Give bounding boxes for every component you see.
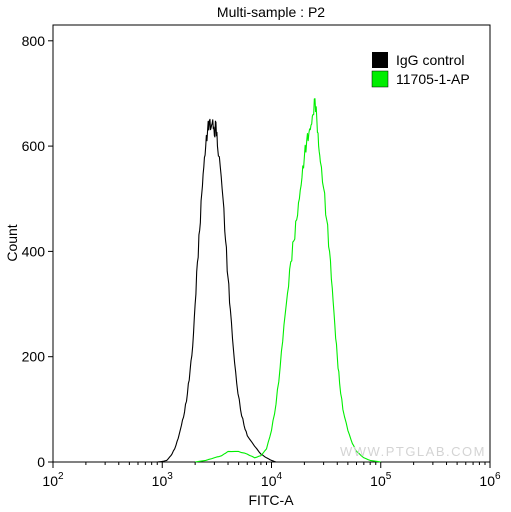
legend-label-igg-control: IgG control bbox=[396, 52, 464, 68]
series-line-11705-1-ap bbox=[195, 98, 381, 463]
y-axis-title: Count bbox=[4, 224, 20, 261]
x-tick-label: 105 bbox=[370, 471, 392, 489]
y-tick-label: 800 bbox=[22, 33, 46, 49]
plot-frame bbox=[52, 24, 491, 463]
legend-label-11705-1-ap: 11705-1-AP bbox=[396, 71, 470, 87]
y-axis: 0 200 400 600 800 bbox=[22, 33, 53, 470]
y-tick-label: 200 bbox=[22, 349, 46, 365]
legend: IgG control 11705-1-AP bbox=[371, 52, 470, 88]
x-tick-label: 102 bbox=[42, 471, 64, 489]
x-axis: 102 103 104 105 106 bbox=[42, 462, 501, 489]
legend-swatch-11705-1-ap bbox=[371, 70, 389, 88]
y-tick-label: 400 bbox=[22, 243, 46, 259]
chart-title: Multi-sample : P2 bbox=[217, 4, 325, 20]
y-tick-label: 0 bbox=[37, 454, 45, 470]
watermark-text: WWW.PTGLAB.COM bbox=[340, 444, 486, 459]
series-line-igg-control bbox=[157, 118, 277, 463]
y-tick-label: 600 bbox=[22, 138, 46, 154]
x-tick-label: 104 bbox=[261, 471, 283, 489]
x-tick-label: 106 bbox=[479, 471, 501, 489]
x-axis-title: FITC-A bbox=[248, 492, 294, 508]
plot-lines bbox=[157, 98, 381, 463]
legend-swatch-igg-control bbox=[372, 52, 388, 68]
x-tick-label: 103 bbox=[152, 471, 174, 489]
